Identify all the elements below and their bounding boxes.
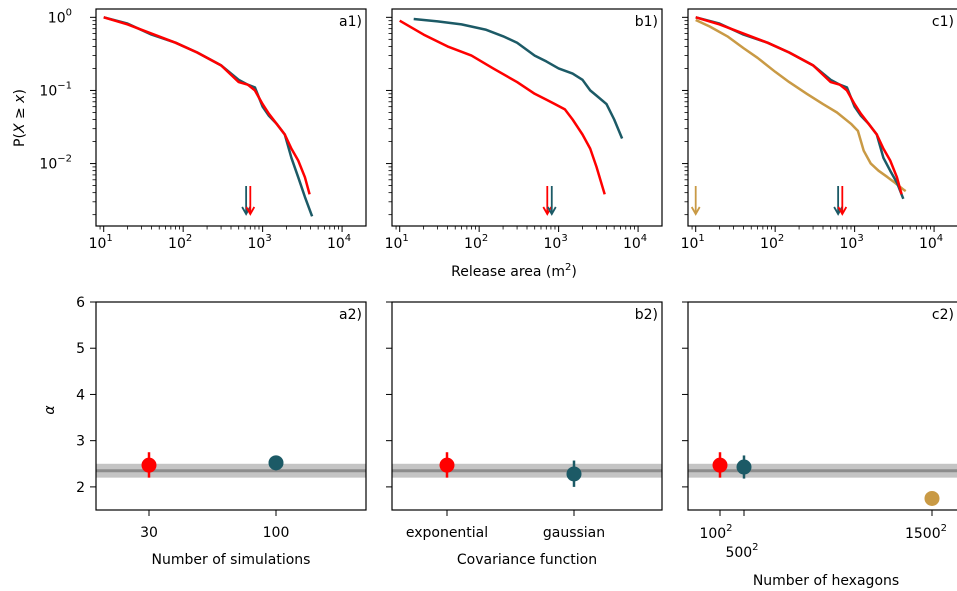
x-tick-label: 5002: [725, 542, 758, 561]
x-tick-label: exponential: [406, 525, 488, 541]
plot-frame: [391, 8, 663, 227]
x-tick-label: 104: [623, 233, 647, 252]
series-line-1: [103, 16, 314, 217]
series-line-1: [413, 17, 624, 139]
y-tick-label: 10−2: [39, 154, 72, 173]
data-point: [712, 457, 728, 473]
x-tick-label: 100: [263, 525, 290, 541]
series-line-1: [695, 18, 907, 193]
arrow-head-2: [833, 206, 843, 216]
plot-frame: [95, 301, 367, 511]
panel-label: a1): [339, 14, 362, 30]
series-line-2: [399, 19, 606, 195]
y-tick-label: 6: [76, 295, 85, 311]
x-tick-label: 102: [168, 233, 192, 252]
data-point: [439, 457, 455, 473]
y-tick-label: 100: [48, 7, 72, 26]
y-tick-label: 2: [76, 480, 85, 496]
x-tick-label: 103: [544, 233, 568, 252]
x-tick-label: 101: [385, 233, 409, 252]
data-point: [268, 455, 284, 471]
plot-frame: [95, 8, 367, 227]
panels-layer: 101 102 103 104 100 10−1 10−2 a1) 101 102 103 104 b1…: [39, 7, 957, 589]
plot-frame: [687, 301, 957, 511]
x-axis-label: Covariance function: [457, 552, 597, 568]
y-tick-label: 10−1: [39, 80, 72, 99]
data-point: [736, 459, 752, 475]
data-point: [141, 457, 157, 473]
x-tick-label: 101: [681, 233, 705, 252]
x-tick-label: 104: [919, 233, 943, 252]
x-tick-label: 102: [760, 233, 784, 252]
data-point: [924, 490, 940, 506]
arrow-head-2: [546, 206, 557, 216]
panel-label: a2): [339, 307, 362, 323]
top-x-axis-label: Release area (m2): [451, 262, 577, 280]
top-y-axis-label: P(X ≥ x): [12, 89, 28, 147]
panel-label: b2): [635, 307, 658, 323]
data-point: [566, 466, 582, 482]
x-tick-label: 30: [140, 525, 158, 541]
panel-label: b1): [635, 14, 658, 30]
arrow-head-1: [690, 206, 701, 216]
bottom-y-axis-label: α: [42, 405, 58, 415]
series-line-3: [695, 16, 903, 195]
x-tick-label: 102: [464, 233, 488, 252]
arrow-head-3: [837, 206, 848, 216]
x-tick-label: 103: [248, 233, 272, 252]
y-tick-label: 3: [76, 434, 85, 450]
x-tick-label: 101: [89, 233, 113, 252]
x-tick-label: gaussian: [543, 525, 605, 541]
series-line-2: [103, 16, 311, 195]
x-axis-label: Number of simulations: [152, 552, 311, 568]
arrow-head-1: [241, 206, 251, 216]
x-axis-label: Number of hexagons: [753, 573, 899, 589]
panel-label: c2): [932, 307, 954, 323]
plot-frame: [687, 8, 957, 227]
y-tick-label: 4: [76, 387, 85, 403]
plot-frame: [391, 301, 663, 511]
x-tick-label: 103: [840, 233, 864, 252]
y-tick-label: 5: [76, 341, 85, 357]
series-line-2: [695, 16, 905, 200]
panel-label: c1): [932, 14, 954, 30]
x-tick-label: 1002: [699, 523, 732, 542]
arrow-head-2: [245, 206, 256, 216]
x-tick-label: 15002: [905, 523, 947, 542]
x-tick-label: 104: [327, 233, 351, 252]
